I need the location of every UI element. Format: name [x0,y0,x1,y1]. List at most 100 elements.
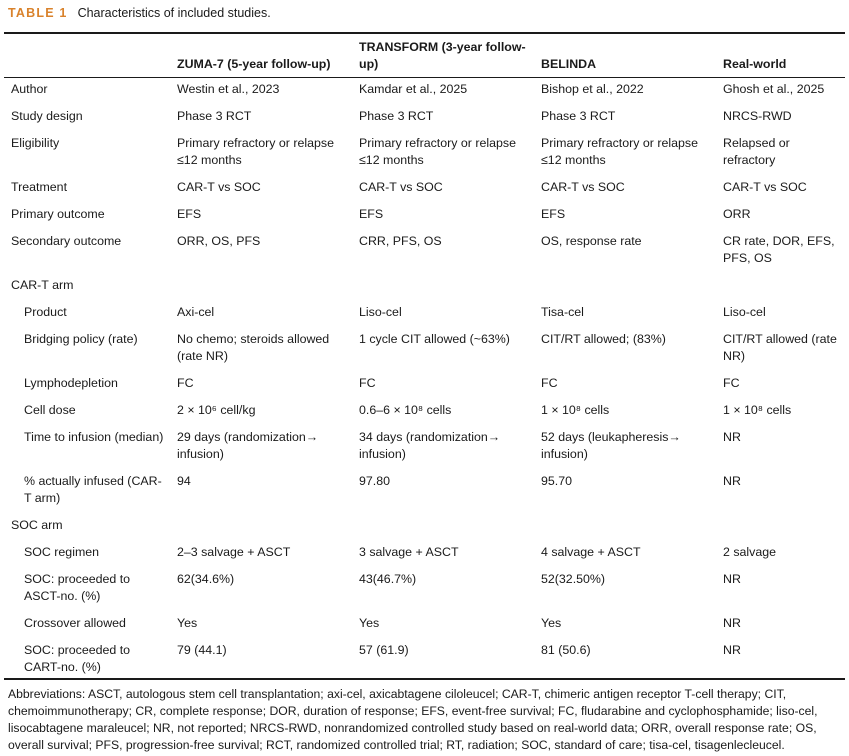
table-cell: 4 salvage + ASCT [541,545,641,559]
table-cell: Kamdar et al., 2025 [359,82,468,96]
table-row: % actually infused (CAR-T arm) 94 97.80 95.… [4,468,845,512]
row-label: Crossover allowed [24,616,126,630]
table-row: SOC: proceeded to ASCT-no. (%) 62(34.6%) 4… [4,566,845,610]
table-cell [716,272,845,299]
table-cell [352,512,534,539]
table-row: Bridging policy (rate) No chemo; steroids… [4,326,845,370]
table-cell: Yes [541,616,562,630]
table-row: Author Westin et al., 2023 Kamdar et al., … [4,76,845,103]
table-cell: 2–3 salvage + ASCT [177,545,291,559]
table-cell: 57 (61.9) [359,643,409,657]
table-cell: 62(34.6%) [177,572,235,586]
table-row: Crossover allowed Yes Yes Yes NR [4,610,845,637]
table-cell: EFS [541,207,566,221]
table-cell: EFS [177,207,202,221]
header-cell: ZUMA-7 (5-year follow-up) [177,57,331,71]
table-cell [170,272,352,299]
table-cell: 1 × 10⁸ cells [541,403,610,417]
table-cell: Liso-cel [359,305,402,319]
table-cell: Ghosh et al., 2025 [723,82,825,96]
table-cell: Phase 3 RCT [359,109,434,123]
table-cell: CAR-T vs SOC [359,180,443,194]
table-cell: 81 (50.6) [541,643,591,657]
characteristics-table: ZUMA-7 (5-year follow-up) TRANSFORM (3-y… [4,37,845,681]
table-cell: NR [723,643,741,657]
table-cell: CAR-T vs SOC [723,180,807,194]
table-cell [352,272,534,299]
row-label: SOC: proceeded to ASCT-no. (%) [24,572,131,603]
table-title: Characteristics of included studies. [77,6,271,20]
table-cell: EFS [359,207,384,221]
table-cell: 97.80 [359,474,391,488]
table-cell: Westin et al., 2023 [177,82,280,96]
table-cell [534,512,716,539]
table-cell: CIT/RT allowed; (83%) [541,332,666,346]
header-cell [4,37,170,76]
table-cell: 2 salvage [723,545,777,559]
row-label: Cell dose [24,403,76,417]
table-caption: TABLE 1 Characteristics of included studi… [8,6,271,20]
table-row: SOC regimen 2–3 salvage + ASCT 3 salvage +… [4,539,845,566]
abbreviations-footnote: Abbreviations: ASCT, autologous stem cel… [8,687,818,752]
row-label: Study design [11,109,83,123]
table-cell: NR [723,616,741,630]
table-cell: 3 salvage + ASCT [359,545,459,559]
table-cell: FC [177,376,194,390]
row-label: Bridging policy (rate) [24,332,138,346]
table-cell: 94 [177,474,191,488]
table-cell: NR [723,572,741,586]
table-row: Eligibility Primary refractory or relapse… [4,130,845,174]
table-row: Primary outcome EFS EFS EFS ORR [4,201,845,228]
table-row: Treatment CAR-T vs SOC CAR-T vs SOC CAR-T v… [4,174,845,201]
header-rule [4,77,845,78]
header-row: ZUMA-7 (5-year follow-up) TRANSFORM (3-y… [4,37,845,76]
table-cell: CR rate, DOR, EFS, PFS, OS [723,234,835,265]
bottom-rule [4,678,845,680]
row-label: Secondary outcome [11,234,122,248]
row-label: Time to infusion (median) [24,430,164,444]
table-row: SOC arm [4,512,845,539]
table-cell: OS, response rate [541,234,642,248]
table-cell: Primary refractory or relapse ≤12 months [541,136,698,167]
table-cell [170,512,352,539]
header-cell: TRANSFORM (3-year follow-up) [359,40,526,71]
row-label: Lymphodepletion [24,376,118,390]
row-label: Author [11,82,48,96]
table-cell: 1 × 10⁸ cells [723,403,792,417]
table-cell: NRCS-RWD [723,109,792,123]
table-cell: 95.70 [541,474,573,488]
table-cell: Axi-cel [177,305,215,319]
table-cell [534,272,716,299]
table-label: TABLE 1 [8,6,68,20]
table-body: Author Westin et al., 2023 Kamdar et al., … [4,76,845,681]
table-cell: Tisa-cel [541,305,584,319]
table-cell: No chemo; steroids allowed (rate NR) [177,332,330,363]
row-label: SOC regimen [24,545,100,559]
table-cell: NR [723,430,741,444]
row-label: % actually infused (CAR-T arm) [24,474,162,505]
table-cell: Primary refractory or relapse ≤12 months [177,136,334,167]
table-cell: Relapsed or refractory [723,136,790,167]
table-cell [716,512,845,539]
table-cell: Phase 3 RCT [541,109,616,123]
table-row: Time to infusion (median) 29 days (random… [4,424,845,468]
table-cell: CAR-T vs SOC [541,180,625,194]
table-cell: 1 cycle CIT allowed (~63%) [359,332,510,346]
table-cell: Primary refractory or relapse ≤12 months [359,136,516,167]
row-label: SOC arm [11,518,63,532]
top-rule [4,32,845,34]
table-cell: Yes [177,616,198,630]
table-cell: Bishop et al., 2022 [541,82,644,96]
table-row: Lymphodepletion FC FC FC FC [4,370,845,397]
table-cell: 43(46.7%) [359,572,417,586]
header-cell: BELINDA [541,57,597,71]
table-cell: ORR [723,207,751,221]
row-label: Primary outcome [11,207,105,221]
table-cell: CIT/RT allowed (rate NR) [723,332,837,363]
table-cell: Yes [359,616,380,630]
table-cell: ORR, OS, PFS [177,234,261,248]
table-row: SOC: proceeded to CART-no. (%) 79 (44.1) 5… [4,637,845,681]
table-row: Secondary outcome ORR, OS, PFS CRR, PFS, O… [4,228,845,272]
row-label: Product [24,305,67,319]
table-cell: NR [723,474,741,488]
